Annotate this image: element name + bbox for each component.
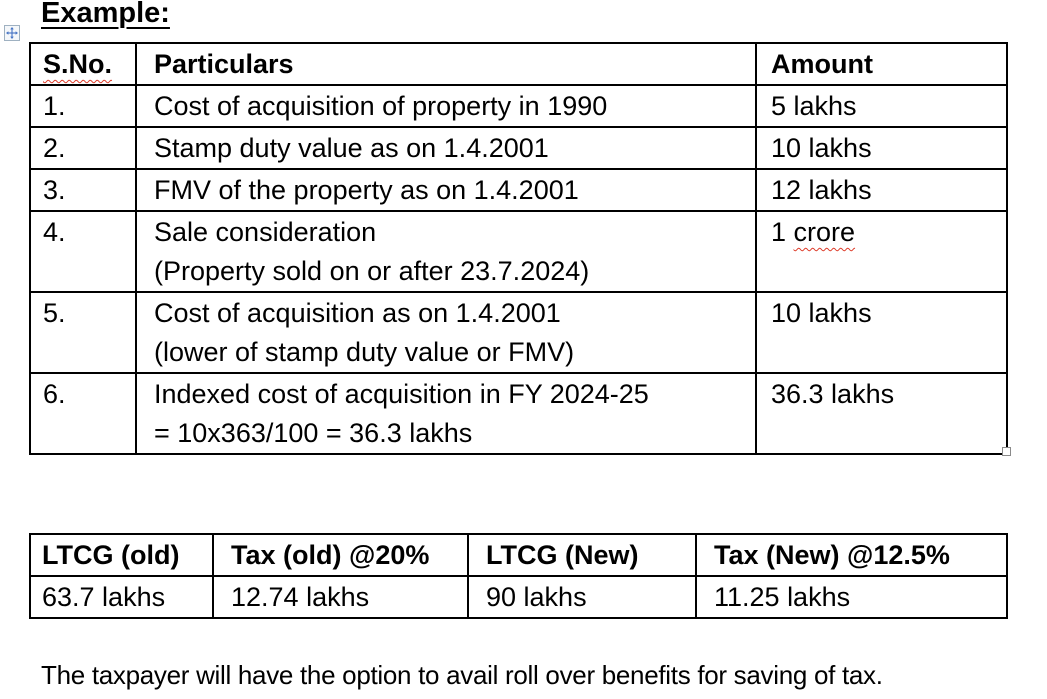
sno-cell: 2.	[29, 126, 137, 170]
amount-cell: 12 lakhs	[755, 168, 1008, 212]
example-heading: Example:	[41, 0, 170, 29]
particulars-cell: Sale consideration (Property sold on or …	[135, 210, 757, 293]
table-row: 3. FMV of the property as on 1.4.2001 12…	[29, 168, 1008, 212]
table-row: 63.7 lakhs 12.74 lakhs 90 lakhs 11.25 la…	[29, 575, 1008, 619]
table-row: 4. Sale consideration (Property sold on …	[29, 210, 1008, 293]
amount-cell: 5 lakhs	[755, 84, 1008, 128]
particulars-cell: Stamp duty value as on 1.4.2001	[135, 126, 757, 170]
rollover-benefit-note: The taxpayer will have the option to ava…	[41, 660, 883, 690]
table-row: 6. Indexed cost of acquisition in FY 202…	[29, 372, 1008, 455]
move-cross-icon	[6, 27, 18, 39]
amount-cell: 10 lakhs	[755, 126, 1008, 170]
sno-cell: 3.	[29, 168, 137, 212]
particulars-header: Particulars	[135, 42, 757, 86]
table-row: 1. Cost of acquisition of property in 19…	[29, 84, 1008, 128]
table-header-row: S.No. Particulars Amount	[29, 42, 1008, 86]
tax-old-value: 12.74 lakhs	[212, 575, 469, 619]
amount-cell: 10 lakhs	[755, 291, 1008, 374]
table-row: 2. Stamp duty value as on 1.4.2001 10 la…	[29, 126, 1008, 170]
particulars-line-1: Indexed cost of acquisition in FY 2024-2…	[154, 379, 649, 409]
amount-header: Amount	[755, 42, 1008, 86]
table-row: 5. Cost of acquisition as on 1.4.2001 (l…	[29, 291, 1008, 374]
sno-header-label: S.No.	[43, 49, 113, 79]
table-header-row: LTCG (old) Tax (old) @20% LTCG (New) Tax…	[29, 533, 1008, 577]
amount-cell: 36.3 lakhs	[755, 372, 1008, 455]
sno-cell: 4.	[29, 210, 137, 293]
sno-header: S.No.	[29, 42, 137, 86]
ltcg-old-header: LTCG (old)	[29, 533, 214, 577]
tax-new-header: Tax (New) @12.5%	[695, 533, 1008, 577]
ltcg-example-table: S.No. Particulars Amount 1. Cost of acqu…	[29, 42, 1008, 455]
ltcg-comparison-table: LTCG (old) Tax (old) @20% LTCG (New) Tax…	[29, 533, 1008, 619]
ltcg-new-value: 90 lakhs	[467, 575, 697, 619]
amount-cell: 1 crore	[755, 210, 1008, 293]
amount-word-misspelled: crore	[793, 217, 856, 247]
particulars-cell: FMV of the property as on 1.4.2001	[135, 168, 757, 212]
particulars-line-2: (lower of stamp duty value or FMV)	[154, 337, 575, 367]
sno-cell: 5.	[29, 291, 137, 374]
ltcg-new-header: LTCG (New)	[467, 533, 697, 577]
tax-old-header: Tax (old) @20%	[212, 533, 469, 577]
amount-number: 1	[771, 217, 794, 247]
table-move-handle[interactable]	[4, 25, 20, 41]
particulars-line-1: Cost of acquisition as on 1.4.2001	[154, 298, 561, 328]
particulars-cell: Indexed cost of acquisition in FY 2024-2…	[135, 372, 757, 455]
particulars-line-2: = 10x363/100 = 36.3 lakhs	[154, 418, 473, 448]
particulars-line-2: (Property sold on or after 23.7.2024)	[154, 256, 590, 286]
sno-cell: 1.	[29, 84, 137, 128]
particulars-line-1: Sale consideration	[154, 217, 377, 247]
tax-new-value: 11.25 lakhs	[695, 575, 1008, 619]
particulars-cell: Cost of acquisition as on 1.4.2001 (lowe…	[135, 291, 757, 374]
particulars-cell: Cost of acquisition of property in 1990	[135, 84, 757, 128]
ltcg-old-value: 63.7 lakhs	[29, 575, 214, 619]
table-resize-handle[interactable]	[1002, 447, 1011, 456]
sno-cell: 6.	[29, 372, 137, 455]
